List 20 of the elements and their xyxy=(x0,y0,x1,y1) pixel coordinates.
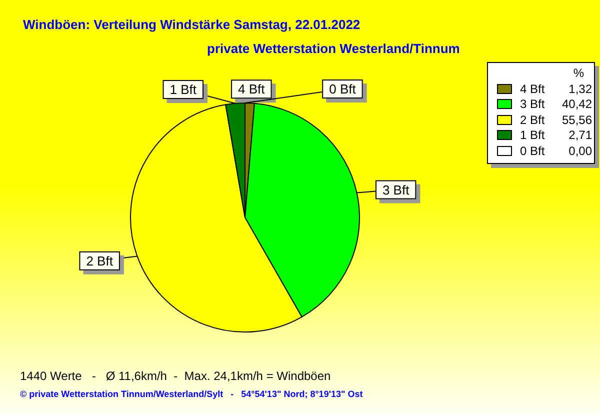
data-label: 1,32 xyxy=(568,82,592,96)
chart-subtitle: private Wetterstation Westerland/Tinnum xyxy=(207,41,460,56)
slice-label: 3 Bft xyxy=(382,182,410,198)
legend-label: 2 Bft xyxy=(520,112,546,127)
legend-label: 1 Bft xyxy=(520,128,546,142)
legend-label: 3 Bft xyxy=(520,97,546,112)
legend-label: 4 Bft xyxy=(520,82,546,96)
legend-label: 0 Bft xyxy=(520,144,546,158)
text: 0,00 xyxy=(568,144,592,158)
category-label: 0 Bft xyxy=(329,82,356,97)
data-label: 40,42 xyxy=(560,97,592,112)
slice-label: 1 Bft xyxy=(170,82,197,98)
legend-title: % xyxy=(572,66,585,81)
slice-label: 2 Bft xyxy=(86,254,114,269)
text: © private Wetterstation Tinnum/Westerland/Sylt - 54°54'13" Nord; 8°19'13" Ost xyxy=(20,389,363,399)
text: 1440 Werte - Ø 11,6km/h - Max. 24,1km/h = Windböen xyxy=(20,369,331,383)
data-label: 55,56 xyxy=(560,112,592,127)
data-label: 2,71 xyxy=(568,128,592,142)
slice-label: 4 Bft xyxy=(238,82,266,97)
chart-title: Windböen: Verteilung Windstärke Samstag, 22.01.2022 xyxy=(23,17,360,32)
